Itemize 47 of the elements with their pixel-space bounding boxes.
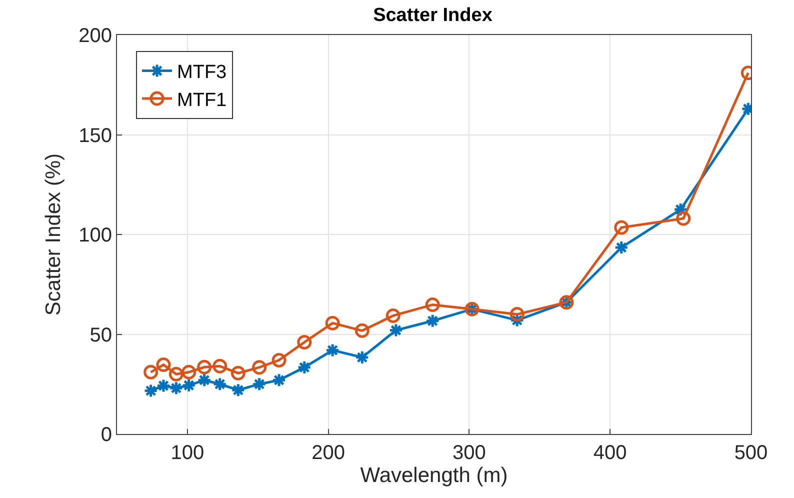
point [388, 323, 404, 338]
point [354, 323, 370, 338]
point [156, 358, 171, 372]
point [510, 307, 524, 322]
point [252, 360, 267, 375]
point [614, 220, 629, 235]
point [425, 314, 440, 328]
legend-label: MTF3 [177, 62, 227, 84]
y-tick-label: 100 [78, 224, 112, 246]
point [144, 364, 158, 380]
point [386, 308, 400, 323]
x-tick-label: 200 [312, 442, 346, 464]
point [168, 366, 184, 382]
point [182, 378, 196, 393]
y-tick-label: 0 [100, 424, 112, 446]
point [325, 316, 340, 330]
y-tick-label: 50 [90, 324, 112, 346]
x-axis-title: Wavelength (m) [360, 464, 508, 488]
point [182, 364, 196, 380]
point [212, 358, 228, 374]
x-tick-label: 500 [734, 442, 768, 464]
point [325, 342, 340, 358]
y-tick-label: 150 [78, 124, 112, 147]
x-tick-label: 400 [593, 442, 627, 464]
point [297, 334, 312, 350]
point [230, 382, 246, 398]
point [272, 372, 286, 388]
point [212, 376, 228, 392]
point [354, 350, 370, 365]
point [614, 240, 629, 255]
x-tick-label: 100 [170, 442, 204, 464]
point [252, 376, 267, 392]
x-tick-label: 300 [452, 442, 486, 464]
point [425, 297, 440, 312]
y-tick-label: 200 [78, 25, 112, 47]
point [197, 360, 212, 374]
y-axis-title: Scatter Index (%) [42, 153, 65, 316]
chart-title: Scatter Index [373, 4, 493, 26]
point [156, 378, 171, 393]
point [168, 380, 184, 396]
point [197, 372, 212, 388]
point [297, 360, 312, 375]
point [272, 352, 286, 368]
legend-label: MTF1 [177, 90, 227, 111]
point [676, 211, 691, 226]
point [144, 383, 158, 398]
point [230, 366, 246, 380]
